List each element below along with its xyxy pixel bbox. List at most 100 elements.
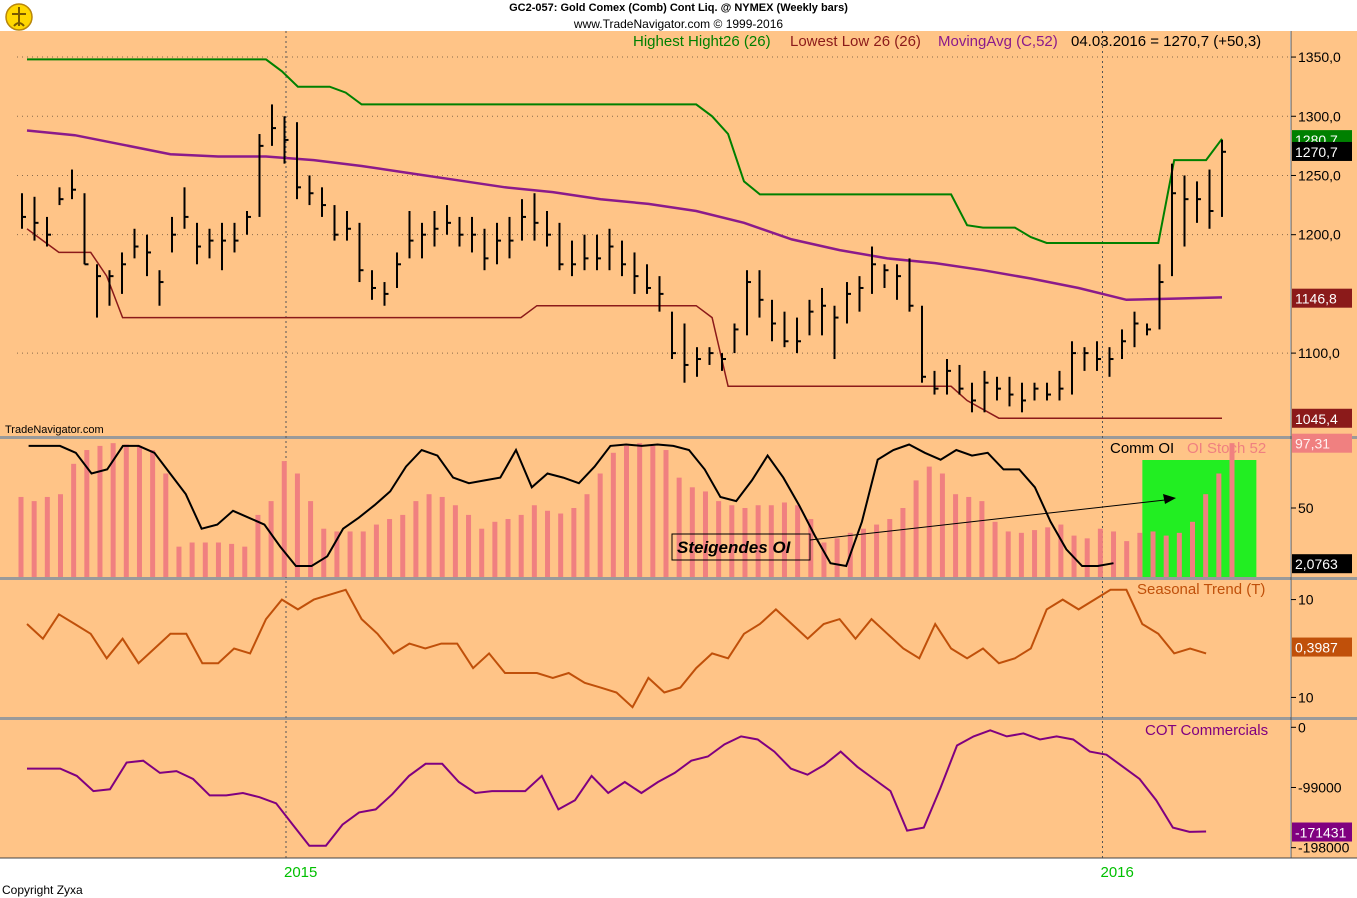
oi-stoch-bar — [979, 501, 985, 577]
oi-stoch-bar — [1229, 443, 1235, 577]
value-badge — [1292, 288, 1352, 308]
oi-stoch-bar — [215, 542, 221, 577]
oi-stoch-bar — [755, 505, 761, 577]
oi-stoch-bar — [1084, 538, 1090, 577]
oi-stoch-bar — [1176, 532, 1182, 577]
oi-stoch-bar — [1058, 524, 1064, 577]
value-badge-label: 1270,7 — [1295, 144, 1338, 160]
legend-entry: MovingAvg (C,52) — [938, 33, 1058, 50]
oi-stoch-bar — [84, 450, 90, 577]
value-badge-label: 0,3987 — [1295, 640, 1338, 656]
legend-entry: Seasonal Trend (T) — [1137, 581, 1265, 598]
value-badge-label: 2,0763 — [1295, 556, 1338, 572]
oi-stoch-bar — [610, 452, 616, 577]
oi-stoch-bar — [795, 505, 801, 577]
watermark-text: TradeNavigator.com — [5, 424, 104, 436]
oi-stoch-bar — [18, 496, 24, 577]
legend-entry: Comm OI — [1110, 440, 1174, 457]
oi-stoch-bar — [597, 473, 603, 577]
y-tick-label: 1350,0 — [1298, 49, 1341, 65]
x-tick-label-2016: 2016 — [1101, 864, 1134, 881]
panel-separator-3 — [0, 717, 1357, 720]
panel-separator-2 — [0, 577, 1357, 580]
annotation-text: Steigendes OI — [677, 538, 792, 557]
oi-stoch-bar — [781, 502, 787, 577]
oi-stoch-bar — [545, 510, 551, 577]
oi-stoch-bar — [768, 505, 774, 577]
oi-stoch-bar — [531, 505, 537, 577]
oi-stoch-bar — [1137, 532, 1143, 577]
y-tick-label: 1250,0 — [1298, 167, 1341, 183]
oi-stoch-bar — [834, 538, 840, 577]
oi-stoch-bar — [71, 463, 77, 577]
chart-title: GC2-057: Gold Comex (Comb) Cont Liq. @ N… — [509, 2, 848, 14]
oi-stoch-bar — [426, 494, 432, 577]
oi-stoch-bar — [1111, 531, 1117, 577]
legend-entry: OI Stoch 52 — [1187, 440, 1266, 457]
oi-stoch-bar — [953, 494, 959, 577]
oi-stoch-bar — [663, 450, 669, 577]
oi-stoch-bar — [189, 542, 195, 577]
oi-stoch-bar — [808, 519, 814, 577]
oi-stoch-bar — [308, 501, 314, 577]
value-badge-label: 1045,4 — [1295, 411, 1338, 427]
oi-stoch-bar — [452, 505, 458, 577]
oi-stoch-bar — [900, 508, 906, 577]
value-badge — [1292, 554, 1352, 574]
oi-stoch-bar — [360, 531, 366, 577]
chart-subtitle: www.TradeNavigator.com © 1999-2016 — [573, 17, 784, 31]
oi-stoch-bar — [44, 496, 50, 577]
oi-stoch-bar — [466, 514, 472, 577]
oi-stoch-bar — [492, 521, 498, 577]
oi-stoch-bar — [439, 496, 445, 577]
axis-background-1 — [1291, 31, 1357, 436]
oi-stoch-bar — [347, 531, 353, 577]
oi-stoch-bar — [400, 514, 406, 577]
oi-stoch-bar — [479, 528, 485, 577]
oi-stoch-bar — [926, 466, 932, 577]
annotation-box — [671, 533, 811, 561]
oi-stoch-bar — [110, 443, 116, 577]
lowest-low-26-line — [26, 228, 1222, 419]
left-margin — [0, 31, 17, 858]
oi-stoch-bar — [387, 519, 393, 577]
legend-entry: Highest Hight26 (26) — [633, 33, 771, 50]
oi-stoch-bar — [1203, 494, 1209, 577]
panel-background-1 — [17, 31, 1290, 436]
oi-stoch-bar — [1045, 527, 1051, 577]
value-badge-label: -171431 — [1295, 825, 1347, 841]
oi-stoch-bar — [1124, 541, 1130, 577]
y-tick-label: 1100,0 — [1298, 345, 1340, 361]
oi-stoch-bar — [860, 528, 866, 577]
oi-stoch-bar — [413, 501, 419, 577]
oi-stoch-bar — [887, 519, 893, 577]
y-tick-label: 10 — [1298, 689, 1314, 705]
oi-stoch-bar — [1032, 530, 1038, 577]
oi-stoch-bar — [966, 496, 972, 577]
y-tick-label: -99000 — [1298, 779, 1342, 795]
oi-stoch-bar — [255, 514, 261, 577]
comm-oi-line — [28, 443, 1114, 568]
oi-stoch-bar — [1018, 532, 1024, 577]
value-badge — [1292, 822, 1352, 842]
oi-stoch-bar — [676, 477, 682, 577]
seasonal-trend-line — [26, 588, 1207, 709]
value-badge — [1292, 637, 1352, 657]
y-tick-label: 50 — [1298, 500, 1314, 516]
y-tick-label: 1300,0 — [1298, 108, 1341, 124]
oi-stoch-bar — [637, 443, 643, 577]
oi-stoch-bar — [716, 501, 722, 577]
value-badge-label: 1146,8 — [1295, 291, 1337, 307]
oi-stoch-bar — [97, 445, 103, 577]
oi-stoch-bar — [202, 542, 208, 577]
oi-stoch-bar — [650, 445, 656, 577]
y-tick-label: 0 — [1298, 719, 1306, 735]
oi-stoch-bar — [1097, 528, 1103, 577]
y-tick-label: -198000 — [1298, 840, 1350, 856]
oi-stoch-bar — [1163, 535, 1169, 577]
value-badge-label: 97,31 — [1295, 436, 1330, 452]
legend-entry: COT Commercials — [1145, 722, 1268, 739]
price-readout: 04.03.2016 = 1270,7 (+50,3) — [1071, 33, 1261, 50]
highlight-box — [1142, 460, 1257, 577]
